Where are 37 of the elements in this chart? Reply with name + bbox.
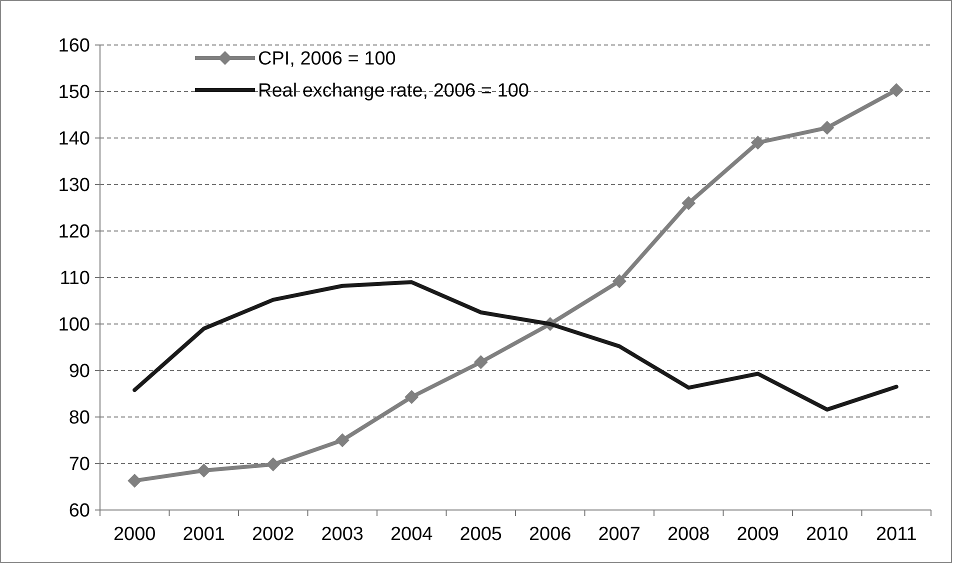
y-tick-label: 80	[68, 408, 90, 429]
point	[820, 120, 834, 135]
point	[335, 433, 350, 448]
x-tick-label: 2008	[667, 524, 710, 545]
y-tick-label: 100	[58, 314, 90, 336]
x-tick-label: 2009	[736, 524, 780, 545]
y-tick-label: 160	[58, 36, 90, 57]
line-series	[132, 280, 898, 412]
y-tick-label: 110	[60, 268, 90, 290]
x-tick-label: 2007	[598, 524, 641, 545]
x-tick-label: 2001	[182, 524, 226, 545]
y-tick-label: 120	[58, 222, 90, 243]
x-tick-label: 2005	[460, 524, 502, 545]
y-tick-label: 140	[58, 128, 90, 150]
y-tick-label: 90	[68, 361, 90, 382]
point	[266, 457, 280, 472]
y-tick-label: 70	[68, 454, 90, 476]
point	[750, 136, 765, 150]
y-tick-label: 150	[58, 82, 90, 104]
y-tick-label: 130	[58, 175, 90, 196]
x-tick-label: 2003	[321, 524, 364, 545]
x-tick-label: 2002	[252, 524, 294, 545]
x-tick-label: 2006	[528, 524, 572, 545]
point	[612, 274, 626, 288]
point	[682, 196, 696, 210]
x-tick-label: 2011	[876, 524, 917, 545]
x-tick-label: 2004	[390, 524, 434, 545]
y-tick-label: 60	[68, 500, 90, 522]
point	[128, 474, 142, 488]
legend-label: Real exchange rate, 2006 = 100	[258, 80, 529, 102]
point	[404, 390, 419, 404]
point	[474, 355, 488, 370]
x-tick-label: 2000	[113, 524, 156, 545]
point	[889, 83, 904, 98]
legend-label: CPI, 2006 = 100	[258, 48, 396, 70]
x-tick-label: 2010	[806, 524, 848, 545]
point	[196, 463, 211, 478]
